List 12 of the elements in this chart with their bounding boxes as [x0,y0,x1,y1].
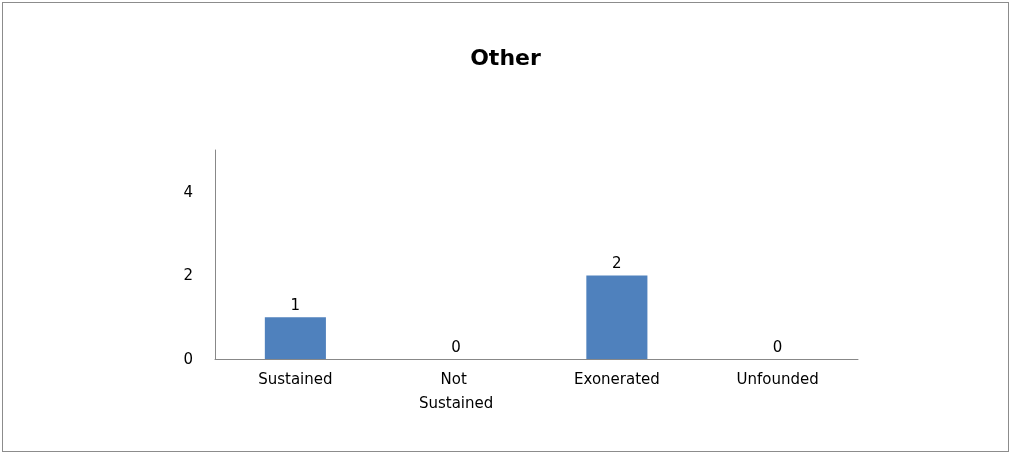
x-tick-label: Not Sustained [418,370,494,412]
x-tick-label: Unfounded [736,370,819,388]
y-tick-label: 2 [183,266,193,285]
data-label: 0 [772,337,783,356]
data-label: 0 [451,337,461,356]
y-tick-label: 0 [183,350,193,368]
chart-title: Other [470,44,541,70]
x-tick-label: Exonerated [573,370,660,388]
data-label: 1 [290,295,301,314]
y-tick-label: 4 [183,182,193,201]
x-tick-label: Sustained [258,370,333,388]
data-label: 2 [612,253,622,272]
